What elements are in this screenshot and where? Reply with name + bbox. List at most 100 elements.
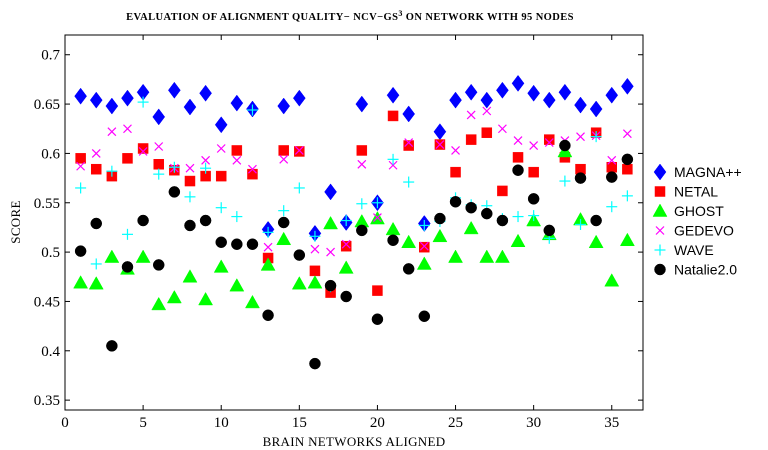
point-natalie2-0 (309, 357, 321, 370)
point-gedevo-stroke (544, 138, 554, 147)
point-wave (75, 182, 87, 194)
x-tick-label: 20 (370, 415, 385, 431)
point-gedevo-stroke (404, 138, 414, 147)
point-ghost (245, 294, 260, 309)
point-natalie2-0 (449, 196, 462, 208)
point-wave (340, 215, 352, 227)
point-gedevo (466, 110, 476, 120)
legend-item-natalie2-0: Natalie2.0 (654, 262, 737, 278)
point-ghost (307, 275, 323, 289)
point-magna (89, 91, 103, 109)
point-gedevo (497, 124, 507, 134)
legend-label-gedevo: GEDEVO (674, 223, 734, 239)
point-gedevo (451, 146, 460, 155)
point-ghost (213, 259, 229, 273)
point-gedevo (622, 129, 632, 139)
point-gedevo (357, 159, 367, 169)
point-ghost (323, 215, 338, 230)
point-gedevo-stroke (248, 164, 257, 174)
point-gedevo-stroke (435, 140, 445, 149)
point-wave (309, 230, 321, 242)
point-magna (105, 97, 119, 115)
point-magna (355, 95, 369, 113)
point-natalie2-0 (215, 236, 227, 248)
point-wave (184, 191, 196, 203)
point-magna (199, 84, 212, 102)
point-ghost (416, 256, 432, 270)
legend-marker-wave (654, 244, 666, 256)
point-gedevo (529, 141, 539, 150)
point-wave (575, 218, 587, 230)
point-magna (277, 97, 291, 115)
point-gedevo (201, 155, 211, 165)
point-gedevo (310, 244, 320, 254)
y-tick-label: 0.45 (34, 294, 60, 310)
point-ghost (291, 276, 307, 290)
point-netal (90, 163, 102, 175)
point-gedevo-stroke (154, 142, 164, 151)
point-gedevo-stroke (138, 147, 148, 156)
legend-label-magna: MAGNA++ (674, 164, 742, 180)
y-tick-label: 0.4 (41, 344, 60, 360)
point-natalie2-0 (481, 207, 493, 220)
point-netal (372, 285, 383, 296)
point-natalie2-0 (418, 310, 431, 322)
point-ghost (73, 275, 89, 289)
point-ghost (385, 221, 401, 236)
point-natalie2-0 (152, 259, 165, 271)
point-ghost (135, 249, 151, 263)
point-ghost (448, 249, 463, 263)
point-magna (496, 81, 509, 99)
x-tick-label: 0 (61, 415, 69, 431)
point-netal (356, 145, 368, 156)
point-gedevo-stroke (326, 247, 335, 257)
point-natalie2-0 (121, 261, 134, 273)
point-ghost (166, 289, 182, 304)
point-netal (184, 175, 196, 187)
legend-marker-natalie2-0 (654, 263, 666, 276)
point-magna (433, 123, 447, 141)
point-gedevo (216, 144, 226, 153)
legend-marker-gedevo-stroke (655, 226, 665, 235)
point-ghost (588, 234, 604, 248)
point-gedevo (544, 138, 554, 147)
point-gedevo (388, 160, 398, 170)
point-magna (605, 86, 619, 104)
legend-marker-gedevo (655, 226, 665, 235)
point-ghost (229, 278, 245, 292)
y-tick-label: 0.5 (41, 245, 60, 261)
point-magna (183, 98, 197, 116)
legend-item-netal: NETAL (654, 184, 718, 200)
point-wave (590, 131, 602, 143)
x-tick-label: 15 (292, 415, 307, 431)
point-natalie2-0 (402, 263, 415, 275)
point-ghost (604, 273, 620, 287)
point-magna (511, 74, 525, 92)
y-axis-title: SCORE (8, 200, 23, 243)
point-magna (214, 116, 228, 134)
point-magna (464, 83, 478, 101)
point-ghost (619, 232, 635, 247)
point-gedevo (373, 213, 382, 222)
point-gedevo-stroke (76, 161, 86, 171)
point-gedevo (263, 242, 273, 252)
point-gedevo (138, 147, 148, 156)
point-gedevo (435, 140, 445, 149)
point-ghost (276, 231, 292, 246)
point-netal (75, 153, 86, 164)
point-wave (200, 162, 212, 174)
point-ghost (88, 276, 104, 290)
point-magna (527, 84, 540, 102)
point-magna (168, 81, 181, 99)
x-tick-label: 10 (214, 415, 229, 431)
point-gedevo-stroke (576, 132, 585, 142)
point-gedevo-stroke (201, 155, 211, 165)
point-netal (544, 134, 555, 145)
point-ghost (463, 220, 479, 235)
point-gedevo-stroke (232, 155, 242, 165)
point-gedevo-stroke (91, 148, 101, 158)
point-netal (294, 146, 305, 157)
y-tick-label: 0.55 (34, 196, 60, 212)
point-natalie2-0 (387, 234, 399, 247)
